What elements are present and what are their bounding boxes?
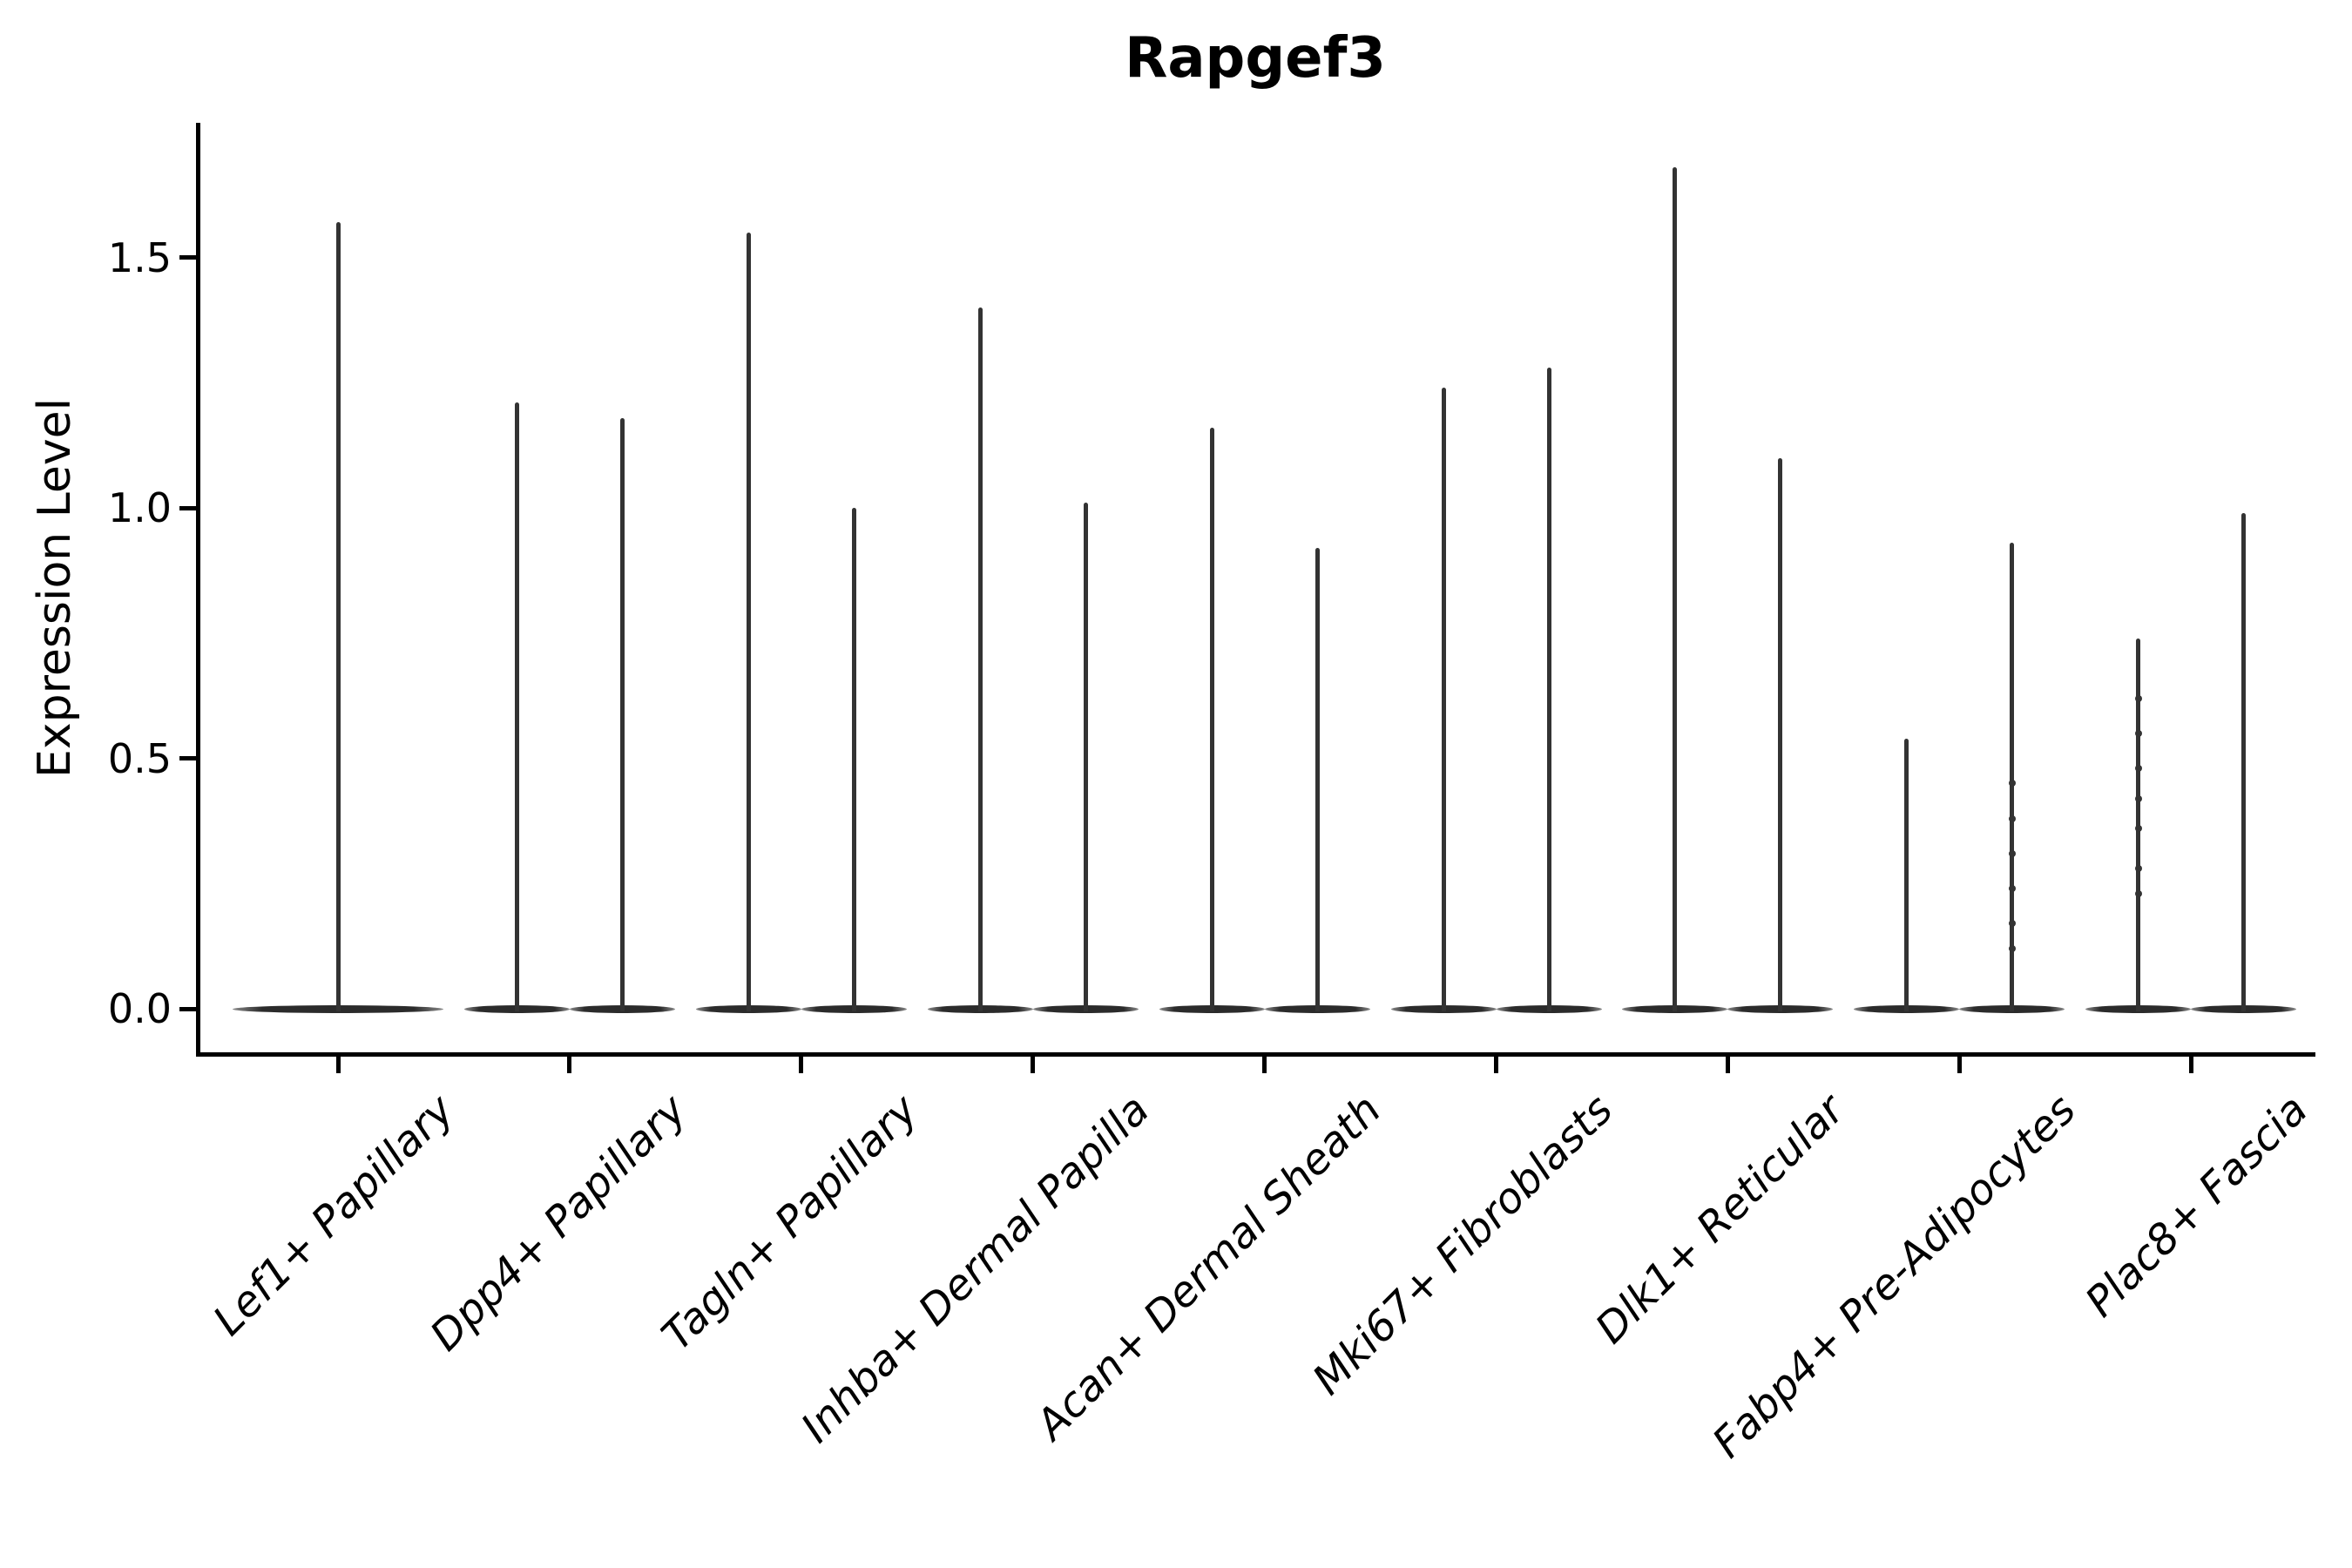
x-tick xyxy=(1725,1054,1730,1073)
violin-density-knot xyxy=(2008,814,2016,822)
violin-max-spike xyxy=(851,508,856,1011)
x-tick xyxy=(1031,1054,1036,1073)
chart-title: Rapgef3 xyxy=(1125,26,1386,91)
violin-density-knot xyxy=(2008,945,2016,952)
y-tick xyxy=(179,255,198,260)
violin-density-knot xyxy=(2134,825,2142,832)
violin-max-spike xyxy=(1315,548,1320,1011)
x-tick xyxy=(567,1054,572,1073)
y-tick-label: 1.5 xyxy=(107,233,172,281)
violin-max-spike xyxy=(1546,368,1551,1011)
x-tick xyxy=(335,1054,341,1073)
violin-density-knot xyxy=(2134,729,2142,737)
violin-max-spike xyxy=(1673,167,1678,1011)
x-axis-spine xyxy=(195,1051,2315,1057)
x-tick xyxy=(1262,1054,1267,1073)
violin-max-spike xyxy=(1083,503,1088,1011)
x-tick xyxy=(2188,1054,2193,1073)
x-tick xyxy=(799,1054,804,1073)
violin-max-spike xyxy=(2241,512,2247,1011)
violin-density-knot xyxy=(2008,885,2016,892)
x-tick xyxy=(1957,1054,1962,1073)
x-tick xyxy=(1494,1054,1498,1073)
y-tick xyxy=(179,505,198,510)
violin-max-spike xyxy=(335,222,341,1011)
y-tick-label: 0.5 xyxy=(107,734,172,782)
violin-max-spike xyxy=(1441,388,1446,1011)
violin-max-spike xyxy=(514,402,519,1011)
violin-max-spike xyxy=(619,417,625,1011)
violin-max-spike xyxy=(1209,428,1214,1011)
violin-density-knot xyxy=(2134,889,2142,897)
x-tick-label: Plac8+ Fascia xyxy=(2076,1085,2317,1327)
y-tick-label: 0.0 xyxy=(107,985,172,1032)
violin-max-spike xyxy=(746,232,751,1011)
violin-density-knot xyxy=(2008,780,2016,787)
y-tick xyxy=(179,1006,198,1011)
violin-density-knot xyxy=(2134,794,2142,802)
x-tick-label: Tagln+ Papillary xyxy=(652,1085,928,1361)
y-axis-spine xyxy=(195,123,200,1057)
violin-density-knot xyxy=(2134,694,2142,702)
y-tick-label: 1.0 xyxy=(107,484,172,531)
violin-max-spike xyxy=(1778,457,1783,1011)
violin-density-knot xyxy=(2134,865,2142,872)
violin-max-spike xyxy=(1904,738,1909,1011)
y-tick xyxy=(179,756,198,760)
x-tick-label: Dpp4+ Papillary xyxy=(420,1085,696,1361)
x-tick-label: Dlk1+ Reticular xyxy=(1585,1085,1855,1354)
violin-density-knot xyxy=(2008,849,2016,857)
violin-density-knot xyxy=(2134,765,2142,772)
violin-density-knot xyxy=(2008,920,2016,928)
violin-max-spike xyxy=(2136,638,2141,1011)
x-tick-label: Lef1+ Papillary xyxy=(204,1085,464,1346)
violin-max-spike xyxy=(977,308,983,1011)
violin-max-spike xyxy=(2010,543,2015,1011)
